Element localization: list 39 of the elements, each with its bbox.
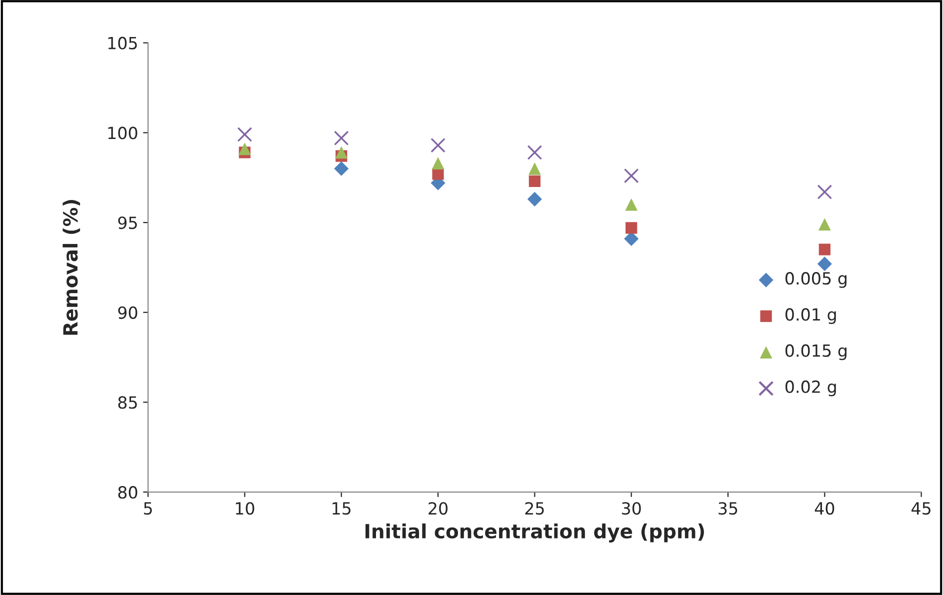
point: [624, 168, 639, 184]
point: [625, 198, 638, 211]
point: [527, 145, 542, 160]
point: [818, 244, 830, 256]
x-tick-label: 20: [428, 502, 448, 515]
y-tick-label: 90: [118, 306, 138, 319]
x-tick-label: 15: [332, 502, 351, 515]
point: [528, 175, 540, 188]
point: [527, 192, 542, 206]
legend-label: 0.02 g: [785, 380, 836, 396]
y-axis-title: Removal (%): [62, 200, 80, 335]
x-tick-label: 25: [525, 502, 544, 515]
point: [430, 138, 446, 153]
point: [238, 142, 251, 156]
y-tick-label: 80: [118, 486, 138, 499]
x-tick-label: 5: [144, 502, 152, 515]
y-tick-label: 100: [108, 126, 138, 140]
x-tick-label: 30: [622, 502, 641, 515]
y-tick-label: 105: [108, 36, 137, 50]
legend-label: 0.005 g: [785, 272, 846, 288]
point: [334, 130, 349, 146]
x-tick-label: 10: [236, 502, 254, 515]
x-tick-label: 45: [912, 502, 930, 515]
point: [528, 162, 541, 175]
x-axis-title: Initial concentration dye (ppm): [366, 523, 704, 542]
point: [626, 222, 638, 234]
point: [817, 256, 832, 272]
y-tick-label: 95: [118, 216, 137, 230]
point: [818, 218, 831, 231]
point: [334, 161, 349, 176]
point: [817, 184, 832, 200]
x-tick-label: 35: [718, 502, 738, 515]
legend-label: 0.015 g: [785, 344, 846, 360]
point: [237, 127, 252, 142]
point: [432, 157, 444, 170]
point: [335, 146, 348, 159]
x-tick-label: 40: [814, 502, 834, 515]
legend-label: 0.01 g: [785, 308, 836, 324]
y-tick-label: 85: [118, 396, 137, 409]
